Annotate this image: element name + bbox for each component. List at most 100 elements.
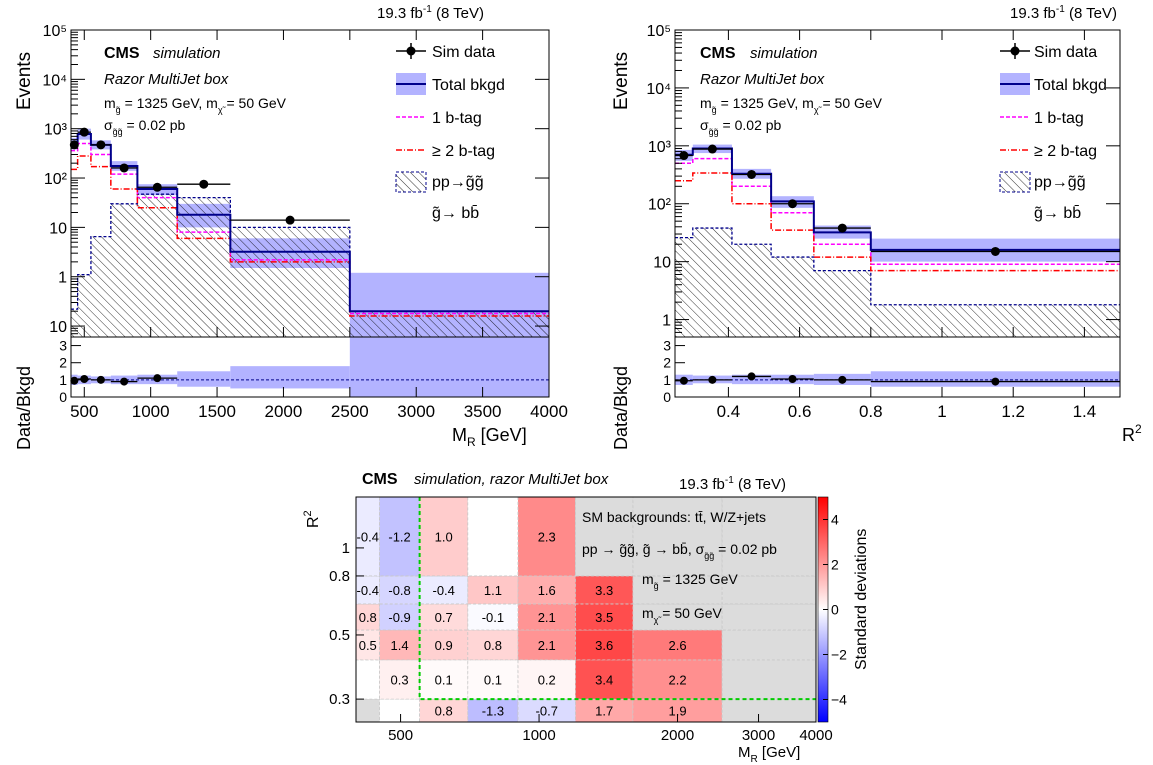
- y-axis-label: R2: [302, 510, 322, 528]
- heatmap-cell-value: 0.8: [359, 610, 377, 625]
- ratio-point: [708, 375, 717, 384]
- ratio-y-tick-label: 0: [663, 389, 671, 405]
- heatmap-cell: [419, 496, 469, 577]
- signal-bar: [349, 311, 549, 337]
- signal-bar: [77, 274, 91, 337]
- sim-data-point: [69, 140, 79, 150]
- legend-item-1-btag: 1 b-tag: [1000, 110, 1084, 127]
- lumi-label: 19.3 fb-1 (8 TeV): [377, 4, 484, 22]
- heatmap-cell: [467, 575, 519, 605]
- sim-data-point: [787, 199, 797, 209]
- svg-text:≥ 2 b-tag: ≥ 2 b-tag: [1034, 143, 1097, 160]
- heatmap-cell: [517, 575, 576, 605]
- mass-label: mg̃ = 1325 GeV, mχ̃ = 50 GeV: [104, 95, 287, 115]
- heatmap-cell: [721, 603, 817, 631]
- colorbar-tick-label: 4: [831, 512, 839, 528]
- legend-item-1-btag: 1 b-tag: [396, 110, 482, 127]
- mr-main-plot: 10 1 10 10² 10³ 10⁴ 10⁵: [42, 23, 550, 338]
- y-axis-label: Events: [611, 52, 632, 110]
- heatmap-cell-value: 0.2: [538, 672, 556, 687]
- y-tick-label: 10: [49, 220, 67, 237]
- x-tick-label: 2000: [265, 402, 303, 421]
- sim-data-point: [119, 163, 129, 173]
- heatmap-cell: [379, 659, 421, 700]
- heatmap-legend: SM backgrounds: tt̄, W/Z+jets pp → g̃g̃,…: [582, 509, 777, 625]
- cms-simulation-label: simulation: [750, 45, 818, 62]
- y-tick-label: 10⁴: [42, 72, 67, 89]
- ratio-y-tick-label: 2: [59, 355, 67, 371]
- heatmap-cell: [575, 496, 634, 577]
- lumi-label: 19.3 fb-1 (8 TeV): [679, 475, 786, 493]
- y-tick-label: 0.5: [329, 627, 350, 644]
- heatmap-cell-value: -0.4: [357, 529, 379, 544]
- y-tick-label: 0.8: [329, 568, 350, 585]
- sim-data-point: [152, 182, 162, 192]
- heatmap-cell-value: -0.4: [433, 583, 455, 598]
- heatmap-cell: [419, 575, 469, 605]
- x-axis-label: R2: [1122, 422, 1142, 445]
- legend-item-sim-data: Sim data: [1000, 43, 1097, 61]
- heatmap-cell-value: 1.0: [435, 529, 453, 544]
- x-tick-label: 0.8: [859, 402, 883, 421]
- sim-data-point: [96, 140, 106, 150]
- colorbar-tick-label: 0: [831, 602, 839, 618]
- heatmap-cell: [419, 659, 469, 700]
- legend: Sim data Total bkgd 1 b-tag ≥ 2 b-tag pp…: [395, 43, 505, 222]
- ratio-point: [838, 375, 847, 384]
- ratio-y-tick-label: 3: [59, 338, 67, 354]
- heatmap-cell: [467, 603, 519, 631]
- sim-data-point: [79, 127, 89, 137]
- sim-data-point: [199, 179, 209, 189]
- y-tick-label: 10⁴: [646, 81, 671, 98]
- heatmap-cell-value: -1.2: [388, 529, 410, 544]
- x-tick-label: 3500: [464, 402, 502, 421]
- heatmap-cell: [632, 659, 723, 700]
- heatmap-cell-value: 3.5: [595, 610, 613, 625]
- cms-simulation-label: simulation: [153, 45, 221, 62]
- x-tick-label: 500: [388, 727, 413, 744]
- x-tick-label: 2500: [331, 402, 369, 421]
- heatmap-cell-value: -0.9: [388, 610, 410, 625]
- ratio-frame: [674, 336, 1121, 398]
- ratio-y-tick-label: 1: [59, 372, 67, 388]
- svg-text:pp→g̃g̃: pp→g̃g̃: [432, 174, 484, 191]
- x-tick-label: 4000: [799, 727, 832, 744]
- heatmap-cell: [721, 629, 817, 661]
- ratio-point: [70, 376, 79, 385]
- heatmap-cell-value: 0.9: [435, 638, 453, 653]
- heatmap-cell-value: 3.4: [595, 672, 613, 687]
- box-label: Razor MultiJet box: [700, 71, 825, 88]
- signal-bar: [771, 257, 814, 337]
- heatmap-cell: [575, 659, 634, 700]
- ratio-point: [120, 377, 129, 386]
- y-tick-label: 10⁵: [647, 23, 671, 40]
- x-tick-label: 0.6: [788, 402, 812, 421]
- cms-simulation-label: simulation, razor MultiJet box: [414, 471, 609, 488]
- signal-bar: [90, 236, 111, 337]
- svg-text:1 b-tag: 1 b-tag: [432, 110, 482, 127]
- ratio-point: [153, 374, 162, 383]
- y-tick-label: 1: [342, 540, 350, 557]
- heatmap-cell: [467, 496, 519, 577]
- x-tick-label: 1000: [522, 727, 555, 744]
- ratio-y-tick-label: 2: [663, 355, 671, 371]
- legend-item-total-bkgd: Total bkgd: [396, 73, 505, 95]
- colorbar-tick-label: 2: [831, 557, 839, 573]
- heatmap-cell: [575, 603, 634, 631]
- ratio-band: [177, 371, 231, 387]
- two-btag-line: [675, 172, 1120, 272]
- signal-bar: [870, 304, 1120, 337]
- svg-text:mg̃ = 1325 GeV: mg̃ = 1325 GeV: [642, 571, 738, 591]
- y-tick-label: 1: [662, 313, 671, 330]
- heatmap-cell-value: 0.7: [435, 610, 453, 625]
- svg-text:g̃→ bb̄: g̃→ bb̄: [1034, 205, 1081, 222]
- signal-bar: [230, 227, 350, 337]
- heatmap-cell-value: 0.1: [435, 672, 453, 687]
- lumi-label: 19.3 fb-1 (8 TeV): [1010, 4, 1117, 22]
- legend-item-2-btag: ≥ 2 b-tag: [396, 143, 495, 160]
- heatmap-cell: [355, 659, 380, 700]
- signal-bar: [137, 194, 178, 337]
- x-axis-label: MR [GeV]: [738, 744, 800, 765]
- z-axis-label: Standard deviations: [853, 529, 870, 670]
